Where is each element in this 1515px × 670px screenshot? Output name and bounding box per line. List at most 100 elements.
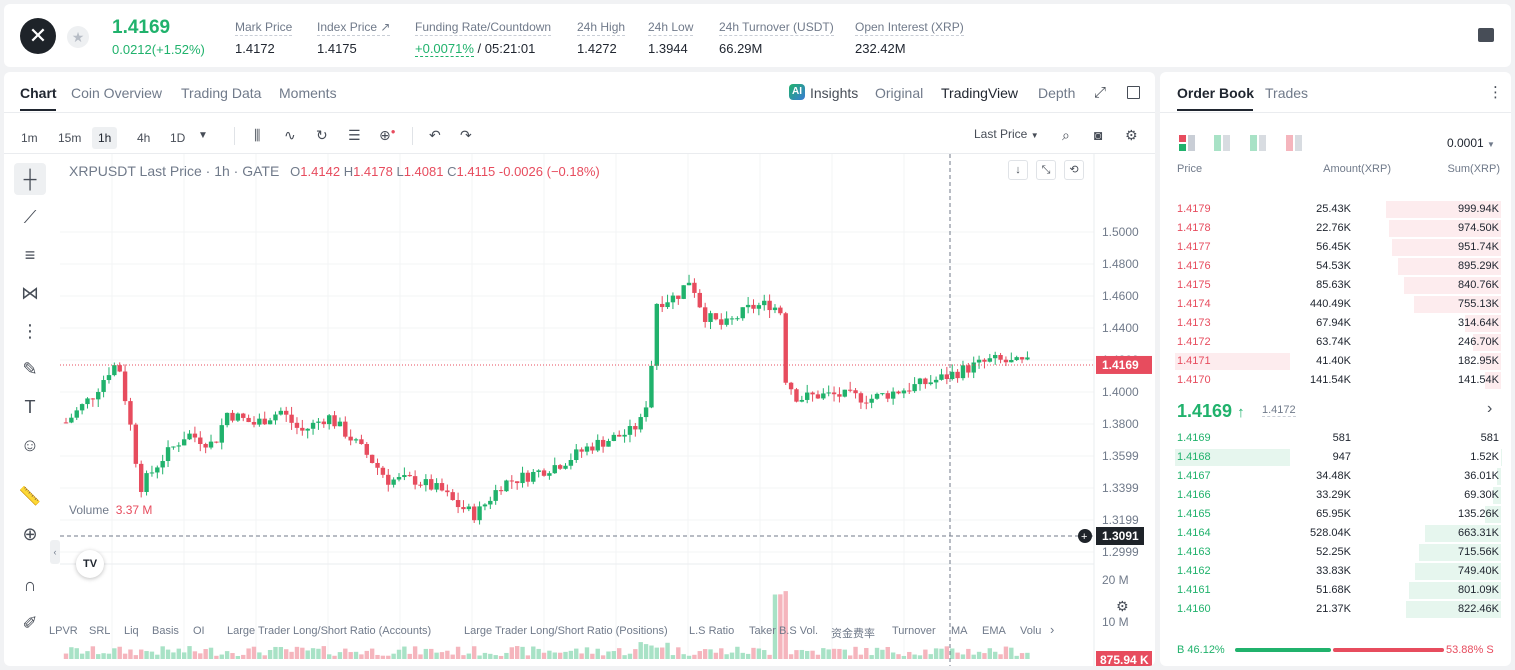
tab-order-book[interactable]: Order Book [1177,85,1255,101]
candlestick-chart[interactable]: 1.50001.48001.46001.44001.42001.40001.38… [60,154,1155,666]
indicator-volume[interactable]: Volu [1020,625,1042,637]
timeframe-1h[interactable]: 1h [92,127,118,149]
candle-body [477,506,482,521]
volume-bar [574,648,579,659]
indicator-basis[interactable]: Basis [152,625,179,637]
indicator-ema[interactable]: EMA [982,625,1006,637]
expand-icon[interactable]: ⤢ [1094,84,1107,101]
fib-tool-icon[interactable]: ⋮ [21,321,39,341]
indicator-lt-ls-accounts[interactable]: Large Trader Long/Short Ratio (Accounts) [227,625,432,637]
redo-icon[interactable]: ↷ [460,127,472,143]
crosshair-tool-icon[interactable]: ┼ [14,163,46,195]
replay-icon[interactable]: ↻ [316,127,328,143]
ask-row[interactable]: 1.4179 25.43K 999.94K [1160,200,1511,219]
indicators-icon[interactable]: ∿ [284,127,296,143]
view-compact-icon[interactable] [1286,135,1302,151]
stat-index-price[interactable]: Index Price ↗ 1.4175 [317,20,391,56]
view-both-icon[interactable] [1179,135,1195,151]
candle-body [224,412,230,426]
tab-original[interactable]: Original [875,85,924,101]
bid-row[interactable]: 1.4161 51.68K 801.09K [1160,581,1511,600]
indicator-taker-bs-vol[interactable]: Taker B.S Vol. [749,625,819,637]
collapse-icon[interactable]: ⤡ [1036,160,1056,180]
ask-row[interactable]: 1.4171 41.40K 182.95K [1160,352,1511,371]
ask-row[interactable]: 1.4170 141.54K 141.54K [1160,371,1511,390]
candle-body [971,362,976,373]
view-asks-icon[interactable] [1250,135,1266,151]
edit-tool-icon[interactable]: ✐ [22,613,38,633]
bid-row[interactable]: 1.4164 528.04K 663.31K [1160,524,1511,543]
add-indicator-icon[interactable]: ⊕● [379,127,396,143]
tab-tradingview[interactable]: TradingView [941,85,1019,101]
camera-icon[interactable]: ◙ [1094,127,1103,143]
timeframe-4h[interactable]: 4h [137,131,151,145]
notes-icon[interactable] [1478,28,1494,42]
ask-row[interactable]: 1.4177 56.45K 951.74K [1160,238,1511,257]
ask-row[interactable]: 1.4172 63.74K 246.70K [1160,333,1511,352]
chevron-right-icon[interactable]: › [1487,400,1493,417]
timeframe-dropdown-icon[interactable]: ▼ [198,130,208,141]
tab-insights[interactable]: Insights [810,85,859,101]
indicator-funding-rate[interactable]: 资金费率 [831,628,875,640]
horizontal-lines-tool-icon[interactable]: ≡ [24,245,36,265]
bid-row[interactable]: 1.4166 33.29K 69.30K [1160,486,1511,505]
timeframe-1d[interactable]: 1D [170,131,186,145]
more-options-icon[interactable]: ⋮ [1488,84,1503,101]
precision-select[interactable]: 0.0001 ▼ [1447,136,1495,150]
timeframe-1m[interactable]: 1m [21,131,38,145]
candle-body [729,318,735,320]
bid-row[interactable]: 1.4168 947 1.52K [1160,448,1511,467]
ask-row[interactable]: 1.4176 54.53K 895.29K [1160,257,1511,276]
volume-bar [788,654,794,659]
settings-gear-icon[interactable]: ⚙ [1125,127,1138,143]
template-icon[interactable]: ☰ [348,127,361,143]
text-tool-icon[interactable]: T [24,397,36,417]
ask-row[interactable]: 1.4175 85.63K 840.76K [1160,276,1511,295]
collapse-toolbar-icon[interactable]: ‹ [50,540,60,564]
bid-row[interactable]: 1.4162 33.83K 749.40K [1160,562,1511,581]
indicator-turnover[interactable]: Turnover [892,625,936,637]
tab-trading-data[interactable]: Trading Data [181,85,262,101]
indicator-liq[interactable]: Liq [124,625,139,637]
volume-bar [659,647,665,659]
bid-row[interactable]: 1.4167 34.48K 36.01K [1160,467,1511,486]
ask-row[interactable]: 1.4178 22.76K 974.50K [1160,219,1511,238]
bid-row[interactable]: 1.4160 21.37K 822.46K [1160,600,1511,619]
indicator-scroll-right-icon[interactable]: › [1050,622,1055,637]
indicator-srl[interactable]: SRL [89,625,111,637]
tab-moments[interactable]: Moments [279,85,337,101]
ruler-tool-icon[interactable]: 📏 [18,486,42,506]
indicator-ma[interactable]: MA [951,625,968,637]
emoji-tool-icon[interactable]: ☺ [20,435,40,455]
favorite-star-icon[interactable]: ★ [67,26,89,48]
timeframe-15m[interactable]: 15m [58,131,82,145]
tab-coin-overview[interactable]: Coin Overview [71,85,163,101]
tab-chart[interactable]: Chart [20,85,57,101]
scroll-down-icon[interactable]: ↓ [1008,160,1028,180]
trendline-tool-icon[interactable]: ⟋ [23,207,37,227]
bid-row[interactable]: 1.4163 52.25K 715.56K [1160,543,1511,562]
tab-depth[interactable]: Depth [1038,85,1076,101]
tab-trades[interactable]: Trades [1265,85,1309,101]
indicator-lpvr[interactable]: LPVR [49,625,78,637]
window-icon[interactable] [1127,86,1140,99]
volume-bar [681,654,686,659]
undo-icon[interactable]: ↶ [429,127,441,143]
pattern-tool-icon[interactable]: ⋈ [21,283,39,303]
indicator-ls-ratio[interactable]: L.S Ratio [689,625,735,637]
indicator-oi[interactable]: OI [193,625,205,637]
ask-row[interactable]: 1.4173 67.94K 314.64K [1160,314,1511,333]
reset-view-icon[interactable]: ⟲ [1064,160,1084,180]
candle-type-icon[interactable]: ⫼ [254,127,261,143]
view-bids-icon[interactable] [1214,135,1230,151]
bid-row[interactable]: 1.4165 65.95K 135.26K [1160,505,1511,524]
magnet-tool-icon[interactable]: ∩ [23,575,37,595]
ask-row[interactable]: 1.4174 440.49K 755.13K [1160,295,1511,314]
axis-settings-icon[interactable]: ⚙ [1116,598,1129,614]
zoom-tool-icon[interactable]: ⊕ [22,524,38,544]
brush-tool-icon[interactable]: ✎ [22,359,38,379]
price-type-select[interactable]: Last Price ▼ [974,127,1039,141]
indicator-lt-ls-positions[interactable]: Large Trader Long/Short Ratio (Positions… [464,625,668,637]
search-icon[interactable]: ⌕ [1062,127,1070,143]
bid-row[interactable]: 1.4169 581 581 [1160,429,1511,448]
